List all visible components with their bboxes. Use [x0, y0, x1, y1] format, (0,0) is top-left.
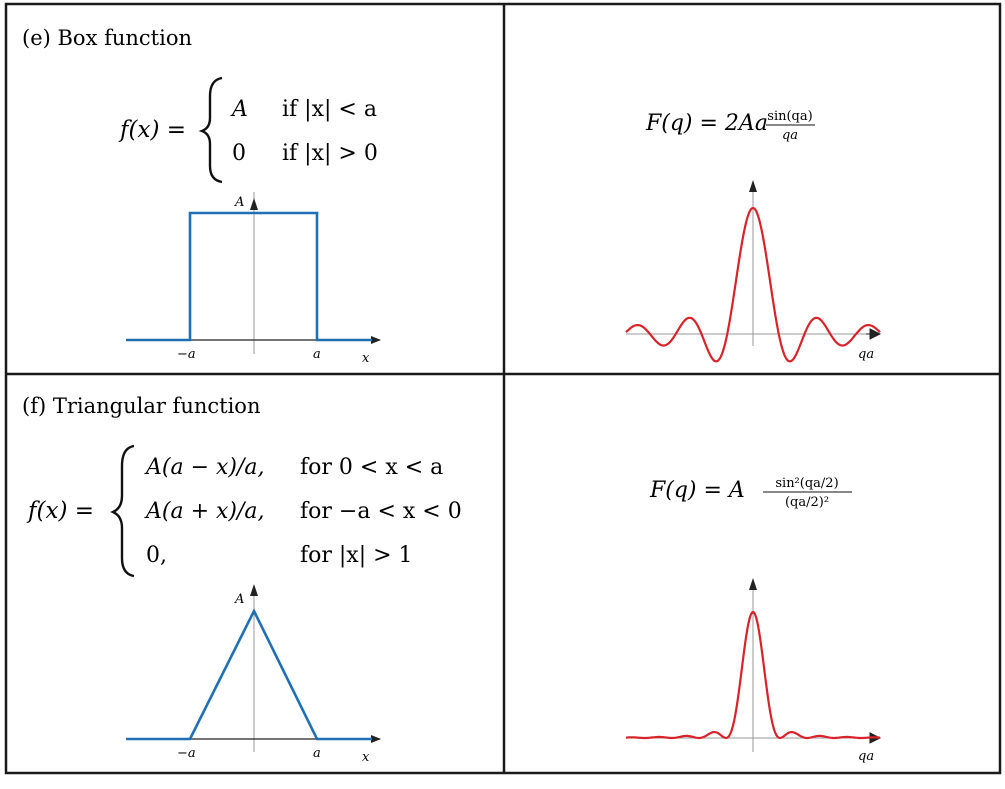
panel-e-sinc-curve [625, 206, 881, 363]
panel-e-case-1-value: A [230, 97, 248, 122]
panel-e-tick-a: a [313, 347, 321, 362]
panel-e-lhs: f(x) = [118, 117, 186, 143]
panel-e-transform-x-arrow [866, 328, 882, 340]
panel-f-sinc2-curve [626, 610, 880, 740]
panel-f-title: (f) Triangular function [22, 394, 260, 418]
panel-e-transform: F(q) = 2Aa sin(qa) qa qa [625, 109, 882, 363]
panel-f-case-2-value: A(a + x)/a, [144, 499, 265, 524]
panel-e-box-curve [126, 211, 372, 342]
panel-f-case-3-value: 0, [146, 543, 167, 568]
panel-e-transform-x-label: qa [858, 347, 874, 362]
panel-f-triangle-curve [126, 608, 372, 741]
panel-f-transform: F(q) = A sin²(qa/2) (qa/2)² qa [626, 476, 882, 764]
panel-e-x-label: x [362, 351, 370, 366]
panel-f-tick-neg-a: −a [177, 746, 196, 761]
panel-f-lhs: f(x) = [26, 498, 94, 524]
panel-e: (e) Box function f(x) = A if |x| < a 0 i… [22, 26, 381, 366]
panel-f: (f) Triangular function f(x) = A(a − x)/… [22, 394, 462, 765]
panel-e-transform-y-arrow [749, 180, 757, 192]
panel-f-transform-lhs: F(q) = A [649, 478, 745, 503]
panel-f-transform-numerator: sin²(qa/2) [775, 476, 838, 491]
panel-f-transform-x-label: qa [858, 749, 874, 764]
panel-f-tick-a: a [313, 746, 321, 761]
panel-e-transform-denominator: qa [782, 128, 798, 143]
panel-e-brace [198, 76, 223, 184]
panel-e-y-label: A [234, 195, 244, 210]
panel-f-sinc2-plot: qa [626, 578, 882, 764]
panel-e-case-2-value: 0 [232, 141, 246, 166]
panel-f-brace [110, 444, 135, 578]
panel-e-transform-lhs: F(q) = 2Aa [645, 111, 768, 136]
panel-e-case-2-condition: if |x| > 0 [282, 141, 378, 166]
table-frame [4, 2, 1002, 775]
panel-f-transform-denominator: (qa/2)² [785, 495, 829, 510]
panel-e-case-1-condition: if |x| < a [282, 97, 377, 122]
panel-f-transform-y-arrow [749, 578, 757, 590]
panel-f-case-1-condition: for 0 < x < a [300, 455, 443, 480]
panel-e-y-arrow [250, 198, 258, 210]
panel-f-case-2-condition: for −a < x < 0 [300, 499, 462, 524]
panel-f-case-1-value: A(a − x)/a, [144, 455, 265, 480]
panel-e-transform-numerator: sin(qa) [767, 109, 812, 124]
panel-f-triangle-plot: A −a a x [126, 584, 381, 765]
panel-f-case-3-condition: for |x| > 1 [300, 543, 413, 568]
panel-e-sinc-plot: qa [625, 180, 882, 363]
panel-f-y-label: A [234, 592, 244, 607]
panel-e-tick-neg-a: −a [177, 347, 196, 362]
panel-f-y-arrow [250, 584, 258, 596]
panel-e-title: (e) Box function [22, 26, 192, 50]
panel-f-x-label: x [362, 750, 370, 765]
panel-e-box-plot: A −a a x [126, 192, 381, 366]
